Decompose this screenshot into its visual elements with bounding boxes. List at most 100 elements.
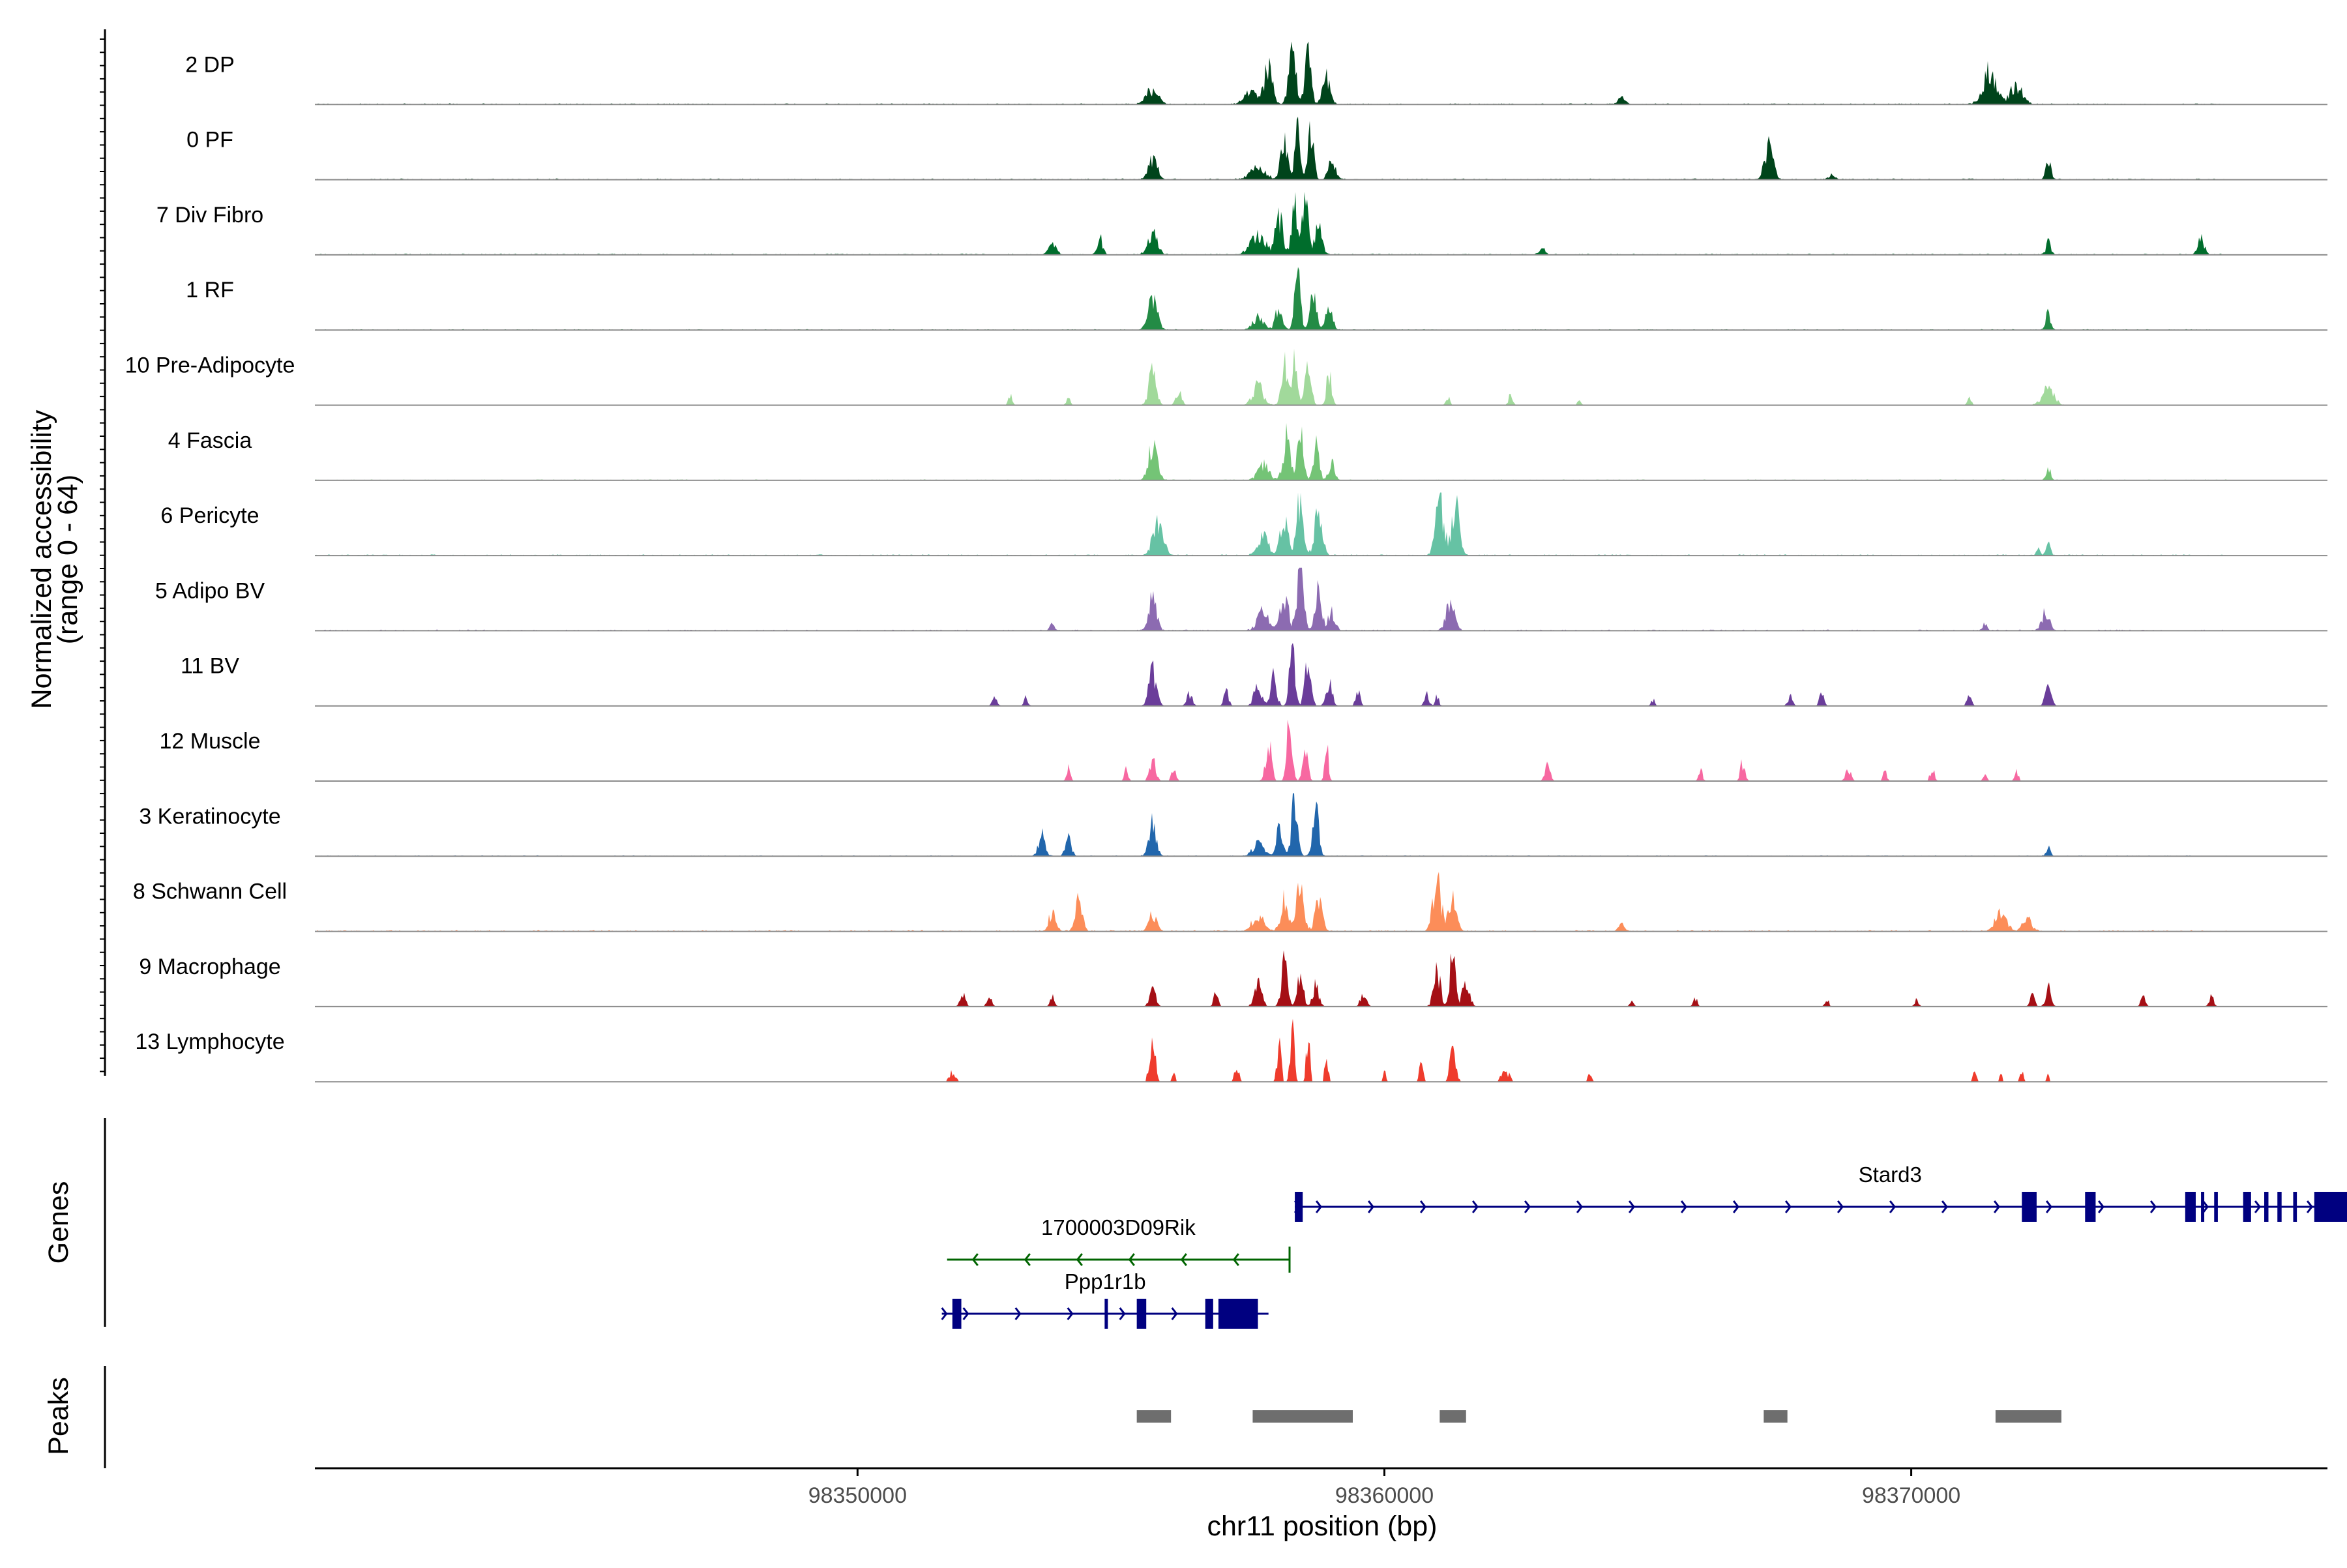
exon — [1104, 1299, 1108, 1329]
track-4-fascia: 4 Fascia — [168, 422, 2327, 481]
track-label: 12 Muscle — [160, 729, 261, 754]
y-axis-title-line2: (range 0 - 64) — [52, 475, 83, 645]
strand-arrow — [1180, 1253, 1187, 1266]
strand-arrow — [1128, 1253, 1135, 1266]
strand-arrow — [1524, 1200, 1531, 1213]
y-axis-ticks — [100, 38, 105, 1072]
strand-arrow — [2254, 1200, 2261, 1213]
track-12-muscle: 12 Muscle — [160, 719, 2327, 782]
exon — [1295, 1192, 1303, 1222]
track-label: 5 Adipo BV — [155, 578, 265, 603]
strand-arrow — [1784, 1200, 1792, 1213]
coverage-area — [315, 643, 2226, 706]
peak-region — [1136, 1410, 1172, 1423]
x-tick-label: 98360000 — [1335, 1483, 1434, 1508]
peaks-axis-title: Peaks — [43, 1377, 74, 1455]
gene-label: 1700003D09Rik — [1041, 1215, 1196, 1239]
strand-arrow — [1232, 1253, 1239, 1266]
track-label: 1 RF — [186, 278, 234, 303]
exon — [2264, 1192, 2269, 1222]
gene-ppp1r1b: Ppp1r1b — [941, 1269, 1269, 1329]
coverage-area — [315, 950, 2226, 1007]
genes-axis-title: Genes — [43, 1181, 74, 1264]
peak-region — [1439, 1410, 1466, 1423]
track-label: 0 PF — [186, 128, 233, 153]
strand-arrow — [2045, 1200, 2052, 1213]
exon — [2214, 1192, 2218, 1222]
track-label: 2 DP — [185, 52, 235, 77]
gene-stard3: Stard3 — [1293, 1162, 2347, 1222]
strand-arrow — [962, 1307, 969, 1320]
track-0-pf: 0 PF — [186, 117, 2327, 181]
x-axis-ticks: 98350000983600009837000098380000 — [808, 1468, 1960, 1508]
strand-arrow — [2149, 1200, 2157, 1213]
track-10-pre-adipocyte: 10 Pre-Adipocyte — [125, 348, 2327, 406]
strand-arrow — [1419, 1200, 1426, 1213]
strand-arrow — [1315, 1200, 1322, 1213]
coverage-area — [315, 41, 2226, 105]
exon — [2314, 1192, 2347, 1222]
strand-arrow — [1889, 1200, 1896, 1213]
exon — [2243, 1192, 2251, 1222]
strand-arrow — [1993, 1200, 2000, 1213]
track-label: 7 Div Fibro — [156, 203, 263, 228]
gene-1700003d09rik: 1700003D09Rik — [947, 1215, 1291, 1273]
exon — [1205, 1299, 1213, 1329]
exon — [1136, 1299, 1147, 1329]
strand-arrow — [2306, 1200, 2313, 1213]
strand-arrow — [1471, 1200, 1479, 1213]
gene-start-tick — [941, 1307, 948, 1320]
coverage-tracks: 2 DP 0 PF 7 Div Fibro 1 RF 10 Pre-Adipocyte 4… — [125, 41, 2327, 1083]
track-label: 3 Keratinocyte — [139, 804, 280, 829]
exon — [2277, 1192, 2282, 1222]
track-2-dp: 2 DP — [185, 41, 2327, 106]
gene-label: Ppp1r1b — [1065, 1269, 1146, 1294]
strand-arrow — [1076, 1253, 1083, 1266]
gene-annotation-track: Stard31700003D09RikPpp1r1bTcap — [941, 1162, 2347, 1329]
exon — [1218, 1299, 1258, 1329]
x-tick-label: 98350000 — [808, 1483, 907, 1508]
track-13-lymphocyte: 13 Lymphocyte — [135, 1018, 2327, 1083]
strand-arrow — [1941, 1200, 1948, 1213]
track-8-schwann-cell: 8 Schwann Cell — [133, 872, 2327, 932]
y-axis-title-line1: Normalized accessibility — [26, 409, 57, 709]
exon — [952, 1299, 962, 1329]
track-3-keratinocyte: 3 Keratinocyte — [139, 793, 2327, 857]
peaks-track — [1136, 1410, 2061, 1423]
gene-label: Stard3 — [1859, 1162, 1922, 1187]
strand-arrow — [1171, 1307, 1178, 1320]
track-9-macrophage: 9 Macrophage — [139, 950, 2327, 1007]
exon — [2293, 1192, 2297, 1222]
strand-arrow — [2202, 1200, 2209, 1213]
peak-region — [1995, 1410, 2061, 1423]
track-label: 4 Fascia — [168, 428, 252, 453]
exon — [2085, 1192, 2096, 1222]
peak-region — [1252, 1410, 1353, 1423]
strand-arrow — [1024, 1253, 1031, 1266]
strand-arrow — [1576, 1200, 1583, 1213]
strand-arrow — [1119, 1307, 1126, 1320]
track-label: 6 Pericyte — [160, 503, 259, 528]
track-6-pericyte: 6 Pericyte — [160, 492, 2327, 557]
strand-arrow — [1680, 1200, 1687, 1213]
strand-arrow — [1732, 1200, 1739, 1213]
x-axis-title: chr11 position (bp) — [1207, 1511, 1438, 1542]
track-11-bv: 11 BV — [181, 643, 2327, 707]
track-7-div-fibro: 7 Div Fibro — [156, 192, 2327, 256]
track-1-rf: 1 RF — [186, 267, 2327, 331]
strand-arrow — [971, 1253, 979, 1266]
exon — [2185, 1192, 2196, 1222]
coverage-area — [315, 719, 2226, 781]
track-label: 9 Macrophage — [139, 954, 280, 979]
track-label: 8 Schwann Cell — [133, 880, 287, 904]
strand-arrow — [1067, 1307, 1074, 1320]
exon — [2201, 1192, 2205, 1222]
x-tick-label: 98370000 — [1862, 1483, 1960, 1508]
track-label: 11 BV — [181, 654, 239, 679]
exon — [2022, 1192, 2037, 1222]
strand-arrow — [1367, 1200, 1374, 1213]
track-label: 10 Pre-Adipocyte — [125, 353, 295, 378]
